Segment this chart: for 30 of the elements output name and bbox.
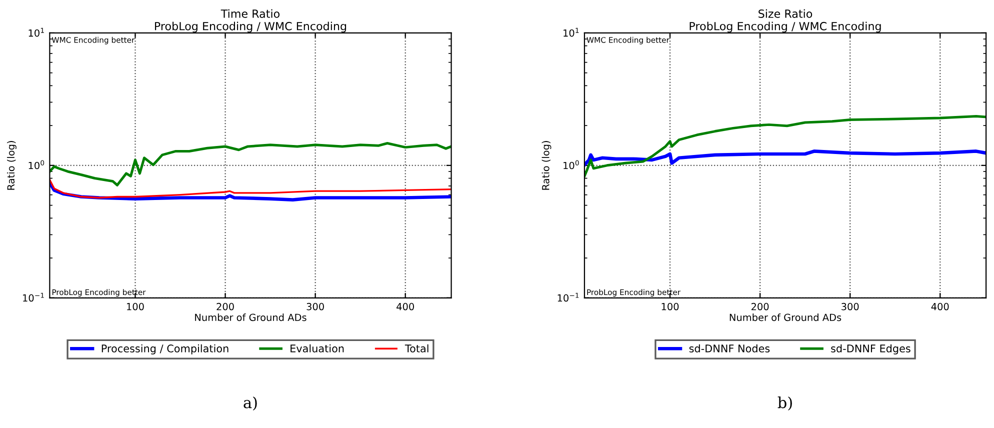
chart-title: Size Ratio ProbLog Encoding / WMC Encoding [690, 9, 881, 32]
legend-label: sd-DNNF Edges [831, 344, 910, 354]
y-tick-label: 10$^{0}$ [28, 160, 44, 170]
x-tick-label: 300 [842, 302, 859, 310]
legend-label: Processing / Compilation [102, 344, 228, 354]
text: b) [778, 396, 792, 410]
y-tick-label: 10$^{−1}$ [558, 292, 579, 302]
line-series [50, 142, 452, 186]
x-tick-label: 100 [662, 302, 679, 310]
y-axis-title: Ratio (log) [7, 141, 16, 190]
x-tick-label: 400 [396, 302, 414, 310]
legend-label: Evaluation [290, 344, 344, 352]
x-tick-label: 300 [306, 302, 324, 310]
x-tick-label: 400 [931, 302, 949, 310]
y-tick-label: 10$^{1}$ [564, 28, 579, 37]
x-axis-title: Number of Ground ADs [730, 314, 842, 322]
text: a) [244, 396, 257, 410]
x-tick-label: 100 [127, 302, 144, 310]
line-series [584, 115, 986, 178]
chart-title: Time Ratio ProbLog Encoding / WMC Encoding [155, 9, 346, 32]
legend-label: Total [404, 344, 428, 352]
x-tick-label: 200 [751, 302, 769, 310]
line-series [584, 150, 986, 167]
y-axis-title: Ratio (log) [542, 141, 552, 190]
legend-label: sd-DNNF Nodes [689, 344, 770, 352]
y-tick-label: 10$^{0}$ [564, 160, 579, 170]
x-tick-label: 200 [216, 302, 234, 310]
x-axis-title: Number of Ground ADs [195, 314, 306, 322]
y-tick-label: 10$^{−1}$ [23, 292, 44, 302]
y-tick-label: 10$^{1}$ [28, 28, 44, 37]
